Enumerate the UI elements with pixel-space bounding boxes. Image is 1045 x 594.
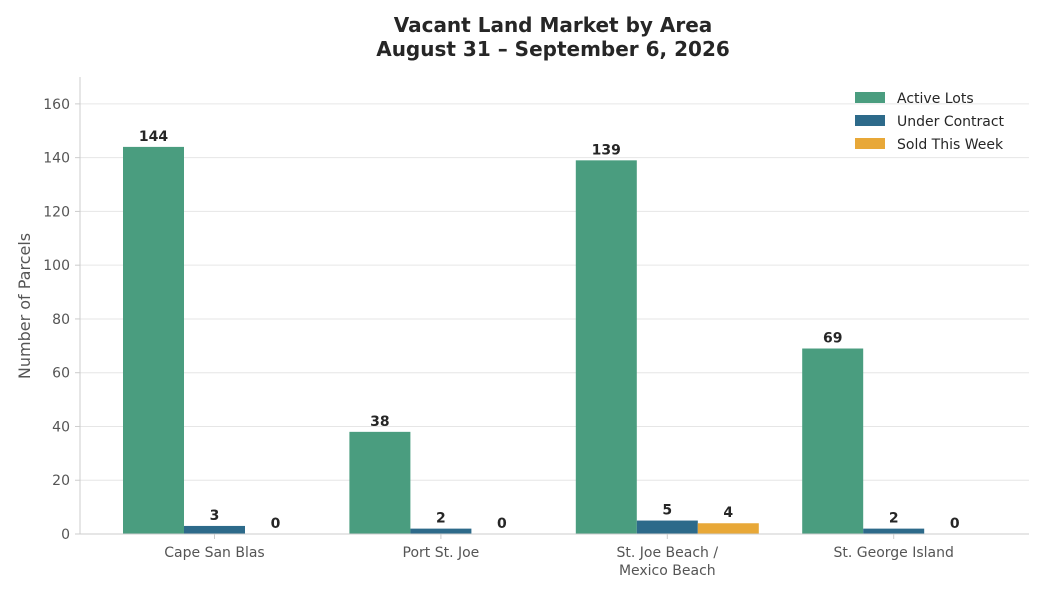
legend-label: Under Contract [897, 114, 1005, 130]
chart-title-line: Vacant Land Market by Area [394, 13, 713, 37]
y-tick-label: 20 [52, 473, 70, 489]
bar-value-label: 0 [271, 516, 281, 532]
bar [410, 528, 472, 534]
bar [123, 146, 184, 535]
y-tick-label: 80 [52, 312, 70, 328]
x-tick-label: St. George Island [833, 545, 953, 561]
bar-value-label: 0 [497, 516, 507, 532]
x-tick-label-line: Mexico Beach [619, 563, 716, 579]
x-tick-label-line: Cape San Blas [164, 545, 264, 561]
x-tick-label: Port St. Joe [403, 545, 480, 561]
bar [863, 528, 925, 534]
bar-value-label: 2 [889, 511, 899, 527]
data-labels: 144 3 0 38 2 0 139 5 4 69 2 0 [139, 129, 960, 532]
gridlines [80, 103, 1029, 481]
bar-value-label: 3 [210, 508, 220, 524]
x-tick-label-line: St. George Island [833, 545, 953, 561]
y-tick-label: 160 [43, 97, 70, 113]
axes [79, 77, 1029, 535]
legend-swatch [855, 92, 885, 103]
bar [697, 523, 759, 534]
bars [123, 146, 925, 535]
bar-value-label: 4 [723, 505, 733, 521]
legend-label: Sold This Week [897, 137, 1004, 153]
legend-label: Active Lots [897, 91, 974, 107]
y-tick-label: 140 [43, 151, 70, 167]
legend-swatch [855, 138, 885, 149]
bar-value-label: 5 [662, 503, 672, 519]
chart-title: Vacant Land Market by Area August 31 – S… [376, 13, 730, 61]
x-tick-label-line: Port St. Joe [403, 545, 480, 561]
bar-value-label: 144 [139, 129, 168, 145]
x-tick-label-line: St. Joe Beach / [617, 545, 719, 561]
bar-value-label: 69 [823, 331, 842, 347]
y-tick-label: 0 [61, 527, 70, 543]
x-tick-labels: Cape San Blas Port St. Joe St. Joe Beach /… [164, 534, 954, 579]
bar-value-label: 2 [436, 511, 446, 527]
y-tick-label: 40 [52, 419, 70, 435]
legend: Active Lots Under Contract Sold This Week [855, 91, 1005, 153]
y-tick-labels: 0 20 40 60 80 100 120 140 160 [43, 97, 80, 543]
y-tick-label: 60 [52, 366, 70, 382]
bar-value-label: 0 [950, 516, 960, 532]
x-tick-label: Cape San Blas [164, 545, 264, 561]
y-axis-label: Number of Parcels [15, 233, 34, 379]
bar [184, 525, 245, 534]
bar [349, 431, 411, 534]
bar [636, 520, 698, 534]
x-tick-label: St. Joe Beach / Mexico Beach [617, 545, 719, 579]
bar-value-label: 139 [592, 142, 621, 158]
bar [575, 160, 637, 534]
bar [802, 348, 864, 534]
y-tick-label: 120 [43, 204, 70, 220]
chart-subtitle: August 31 – September 6, 2026 [376, 37, 730, 61]
bar-value-label: 38 [370, 414, 389, 430]
legend-swatch [855, 115, 885, 126]
y-tick-label: 100 [43, 258, 70, 274]
